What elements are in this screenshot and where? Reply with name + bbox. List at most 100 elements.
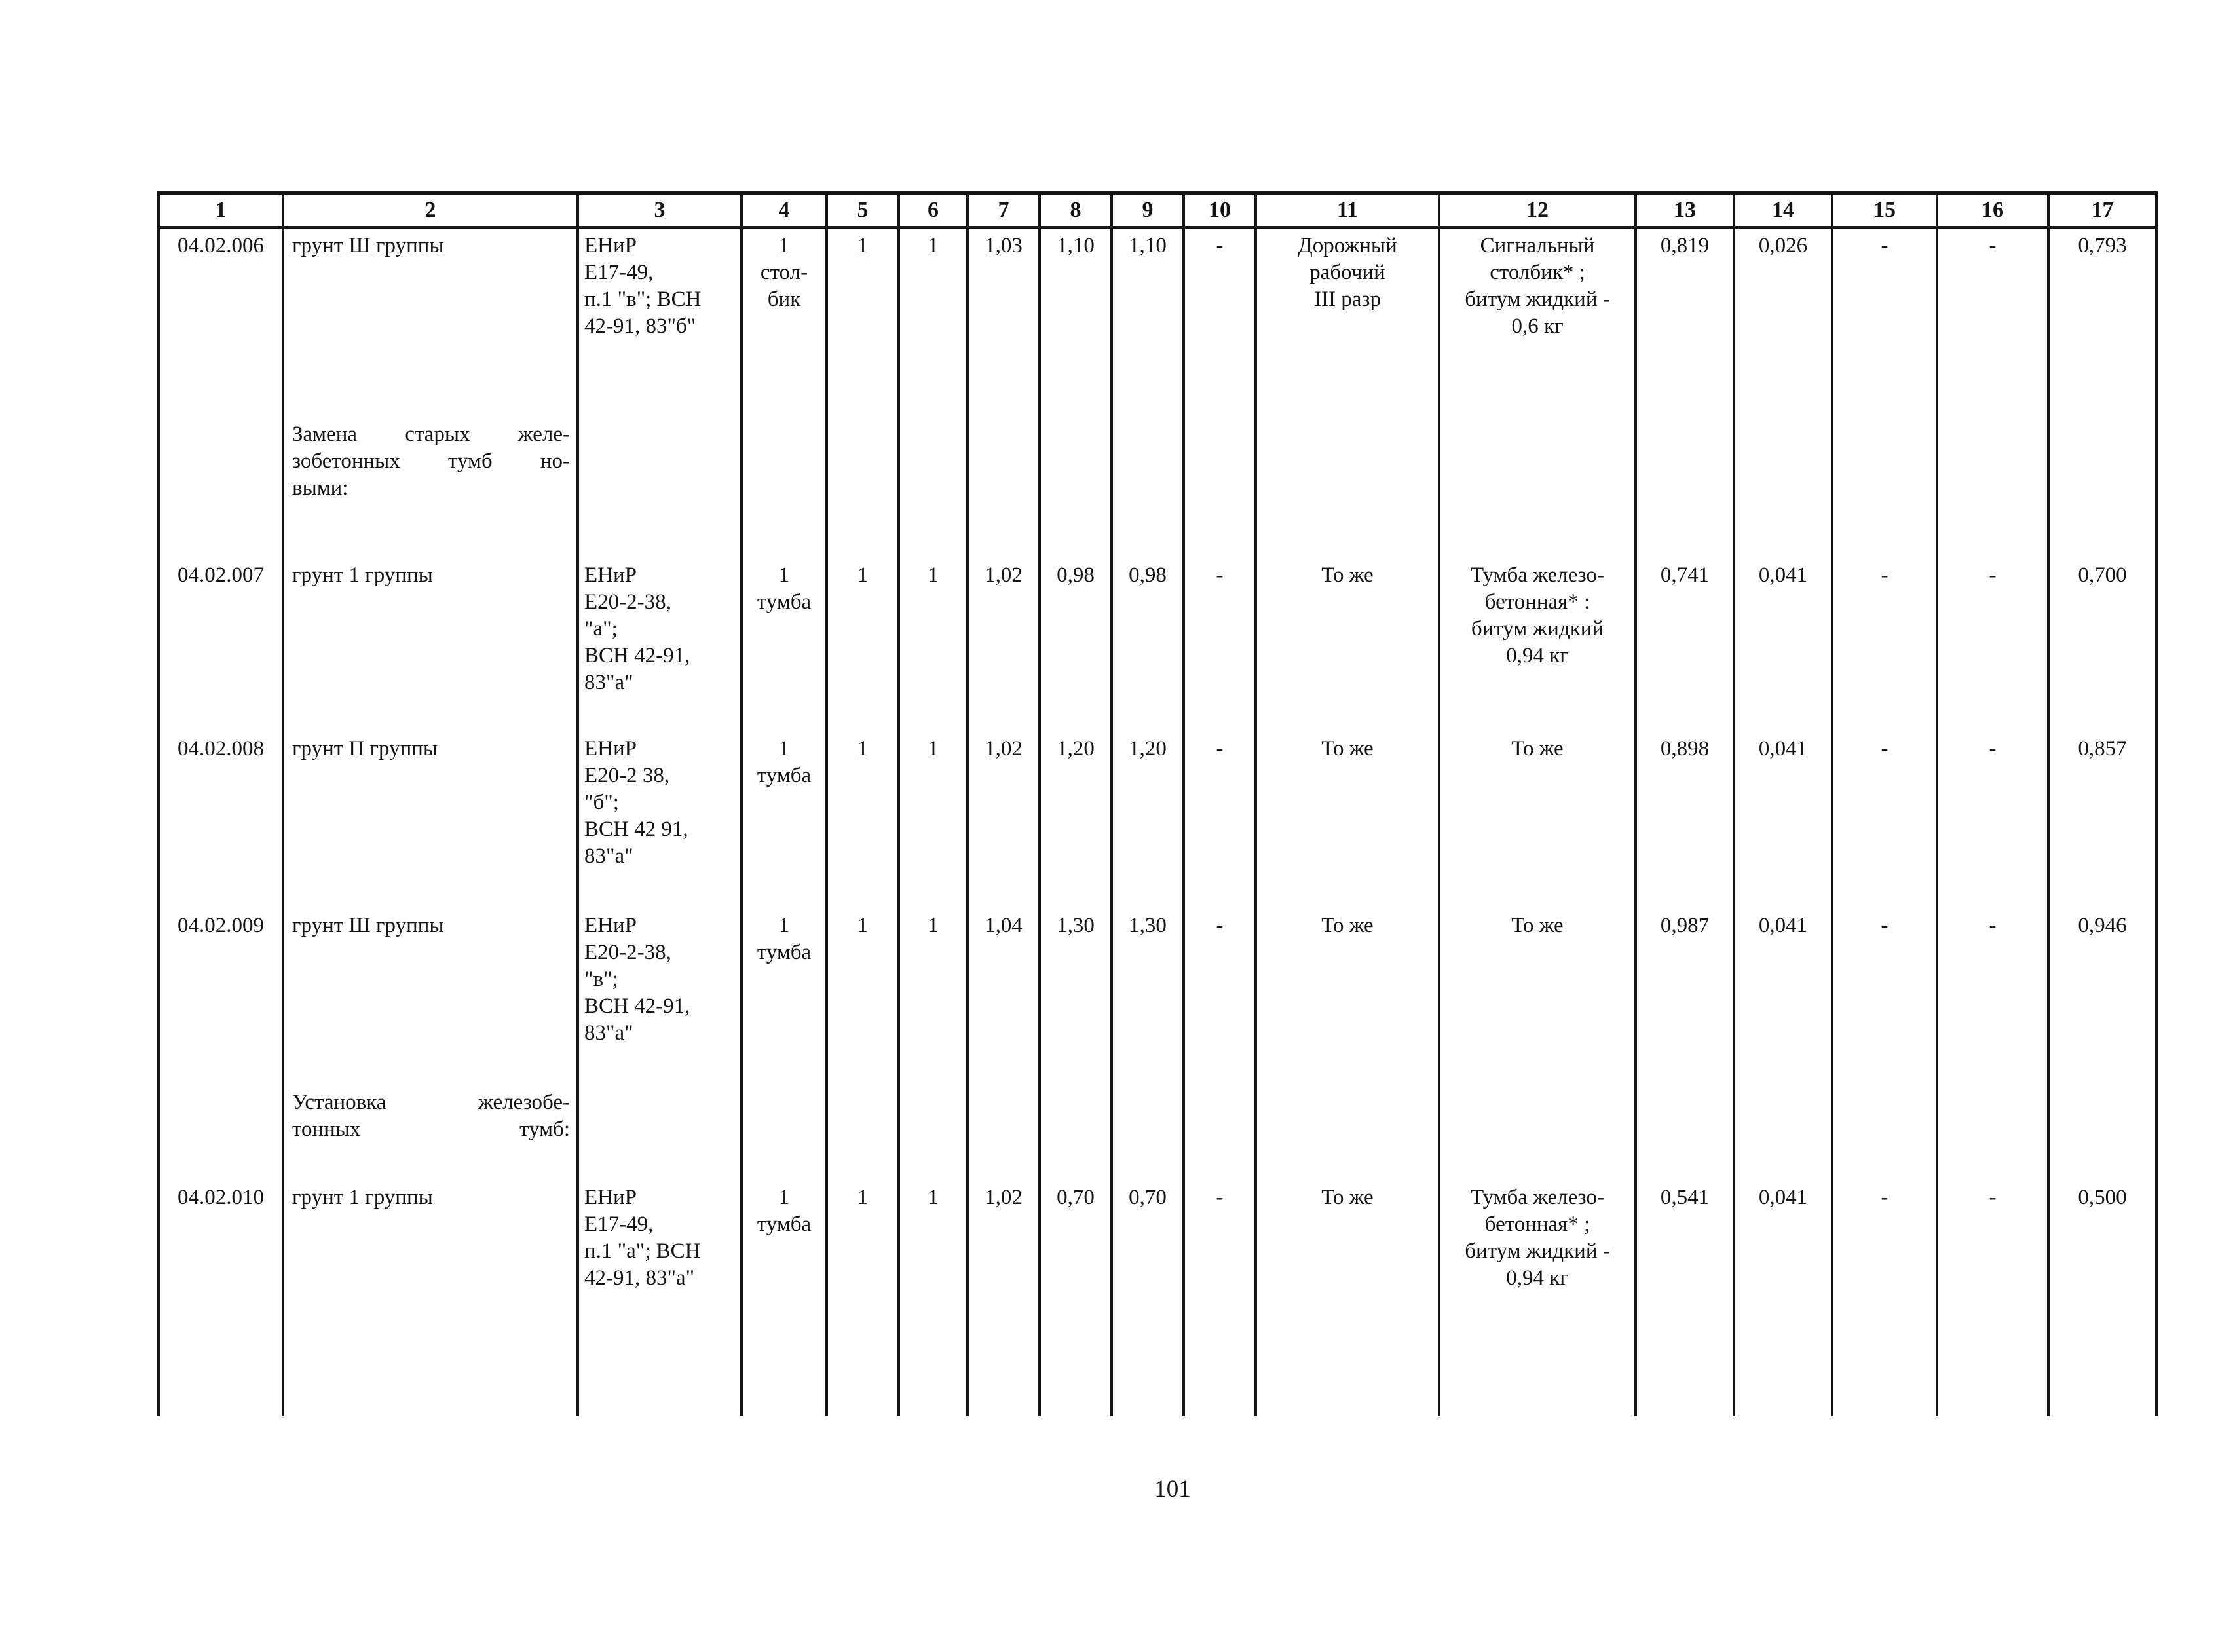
work-description: грунт 1 группы (282, 558, 579, 732)
value-cell: 1 (897, 1180, 969, 1416)
work-code: 04.02.006 (157, 227, 284, 417)
justification: ЕНиР Е17-49, п.1 "в"; ВСН 42-91, 83"б" (576, 227, 743, 417)
section-row: Установка железобе- тонных тумб: (157, 1085, 2158, 1180)
work-code: 04.02.009 (157, 909, 284, 1085)
column-header: 1 (157, 191, 284, 229)
empty-cell (1182, 417, 1257, 558)
work-description: грунт Ш группы (282, 909, 579, 1085)
empty-cell (1038, 417, 1113, 558)
empty-cell (1733, 417, 1833, 558)
value-cell: 1 (825, 732, 900, 909)
column-header: 6 (897, 191, 969, 229)
value-cell: 1 (825, 558, 900, 732)
materials: Сигнальный столбик* ; битум жидкий - 0,6… (1438, 227, 1637, 417)
value-cell: 1,02 (966, 1180, 1041, 1416)
column-header: 4 (740, 191, 828, 229)
empty-cell (897, 417, 969, 558)
unit-of-measure: 1 стол- бик (740, 227, 828, 417)
work-description: грунт П группы (282, 732, 579, 909)
table-row: 04.02.007 грунт 1 группы ЕНиР Е20-2-38, … (157, 558, 2158, 732)
worker-category: То же (1254, 909, 1440, 1085)
value-cell: - (1936, 558, 2050, 732)
empty-cell (576, 1085, 743, 1180)
value-cell: 1,02 (966, 732, 1041, 909)
justification: ЕНиР Е20-2 38, "б"; ВСН 42 91, 83"а" (576, 732, 743, 909)
value-cell: - (1182, 909, 1257, 1085)
empty-cell (1634, 1085, 1735, 1180)
unit-of-measure: 1 тумба (740, 732, 828, 909)
empty-cell (740, 1085, 828, 1180)
value-cell: 0,041 (1733, 732, 1833, 909)
work-description: грунт 1 группы (282, 1180, 579, 1416)
value-cell: 1,20 (1038, 732, 1113, 909)
empty-cell (1254, 1085, 1440, 1180)
empty-cell (1254, 417, 1440, 558)
value-cell: 1,10 (1110, 227, 1185, 417)
value-cell: 1,30 (1110, 909, 1185, 1085)
worker-category: Дорожный рабочий III разр (1254, 227, 1440, 417)
value-cell: 0,500 (2047, 1180, 2158, 1416)
empty-cell (1936, 417, 2050, 558)
empty-cell (1438, 417, 1637, 558)
page-number: 101 (1154, 1476, 1191, 1503)
value-cell: 1 (897, 909, 969, 1085)
column-header: 15 (1831, 191, 1938, 229)
value-cell: 0,041 (1733, 1180, 1833, 1416)
empty-cell (157, 1085, 284, 1180)
column-header: 13 (1634, 191, 1735, 229)
value-cell: - (1831, 732, 1938, 909)
empty-cell (825, 1085, 900, 1180)
column-header: 9 (1110, 191, 1185, 229)
value-cell: 1 (825, 909, 900, 1085)
value-cell: 1,10 (1038, 227, 1113, 417)
value-cell: 0,026 (1733, 227, 1833, 417)
value-cell: - (1936, 227, 2050, 417)
value-cell: - (1182, 732, 1257, 909)
empty-cell (966, 417, 1041, 558)
value-cell: - (1936, 732, 2050, 909)
value-cell: 0,98 (1110, 558, 1185, 732)
column-header: 17 (2047, 191, 2158, 229)
column-header: 5 (825, 191, 900, 229)
value-cell: - (1182, 558, 1257, 732)
value-cell: - (1831, 1180, 1938, 1416)
empty-cell (1182, 1085, 1257, 1180)
empty-cell (2047, 417, 2158, 558)
table-row: 04.02.010 грунт 1 группы ЕНиР Е17-49, п.… (157, 1180, 2158, 1416)
unit-of-measure: 1 тумба (740, 1180, 828, 1416)
value-cell: - (1936, 909, 2050, 1085)
value-cell: 0,70 (1038, 1180, 1113, 1416)
value-cell: 0,946 (2047, 909, 2158, 1085)
empty-cell (1110, 417, 1185, 558)
unit-of-measure: 1 тумба (740, 558, 828, 732)
section-title: Установка железобе- тонных тумб: (282, 1085, 579, 1180)
value-cell: - (1182, 1180, 1257, 1416)
justification: ЕНиР Е17-49, п.1 "а"; ВСН 42-91, 83"а" (576, 1180, 743, 1416)
column-header: 3 (576, 191, 743, 229)
column-header: 16 (1936, 191, 2050, 229)
worker-category: То же (1254, 1180, 1440, 1416)
value-cell: 0,98 (1038, 558, 1113, 732)
section-title: Замена старых желе- зобетонных тумб но- … (282, 417, 579, 558)
empty-cell (1936, 1085, 2050, 1180)
column-header: 7 (966, 191, 1041, 229)
table-row: 04.02.008 грунт П группы ЕНиР Е20-2 38, … (157, 732, 2158, 909)
table-header-row: 1 2 3 4 5 6 7 8 9 10 11 12 13 14 15 16 1… (157, 191, 2158, 229)
empty-cell (157, 417, 284, 558)
value-cell: 1,02 (966, 558, 1041, 732)
value-cell: 0,041 (1733, 558, 1833, 732)
unit-of-measure: 1 тумба (740, 909, 828, 1085)
value-cell: 0,541 (1634, 1180, 1735, 1416)
value-cell: 0,700 (2047, 558, 2158, 732)
materials: Тумба железо- бетонная* ; битум жидкий -… (1438, 1180, 1637, 1416)
column-header: 2 (282, 191, 579, 229)
empty-cell (1634, 417, 1735, 558)
empty-cell (897, 1085, 969, 1180)
value-cell: - (1831, 558, 1938, 732)
value-cell: 1,04 (966, 909, 1041, 1085)
value-cell: 1 (825, 1180, 900, 1416)
value-cell: 1,20 (1110, 732, 1185, 909)
justification: ЕНиР Е20-2-38, "в"; ВСН 42-91, 83"а" (576, 909, 743, 1085)
work-description: грунт Ш группы (282, 227, 579, 417)
materials: То же (1438, 909, 1637, 1085)
